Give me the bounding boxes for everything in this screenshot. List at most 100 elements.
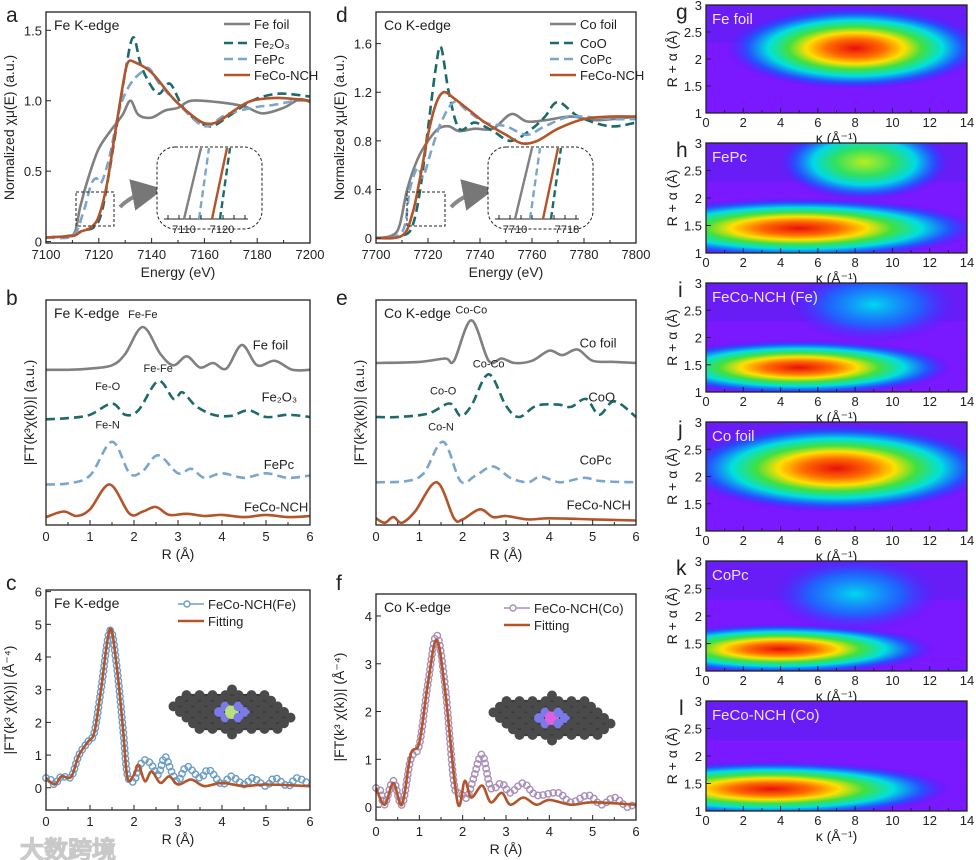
data-point <box>261 782 269 790</box>
x-tick-label: 4 <box>777 255 784 270</box>
carbon-atom <box>194 701 205 712</box>
carbon-atom <box>240 718 250 729</box>
data-point <box>176 774 184 783</box>
legend-label: FePc <box>254 52 285 67</box>
legend: FeCo-NCH(Fe) Fitting <box>178 597 296 629</box>
y-tick-label: 1.0 <box>24 94 42 109</box>
series-label: Fe foil <box>253 338 289 353</box>
series-label: CoPc <box>580 452 612 467</box>
carbon-atom <box>547 701 557 712</box>
carbon-atom <box>521 701 531 712</box>
legend-label: Fitting <box>534 618 569 633</box>
y-tick-label: 2.5 <box>684 582 702 597</box>
x-tick-label: 6 <box>306 529 313 544</box>
legend-item: Fe foil <box>224 17 290 32</box>
y-tick-label: 2 <box>695 470 702 485</box>
heatmap-maximum <box>706 623 935 671</box>
series-co-foil-line <box>375 112 637 240</box>
x-tick-label: 0 <box>372 824 379 839</box>
plot-area <box>706 422 967 531</box>
x-tick-label: 7120 <box>84 247 113 262</box>
y-tick-label: 3 <box>695 694 702 709</box>
y-tick-label: 3 <box>695 415 702 430</box>
carbon-atom <box>527 718 538 729</box>
y-tick-label: 1.5 <box>684 358 702 373</box>
carbon-atom <box>272 723 283 734</box>
series-label: CoO <box>588 389 615 404</box>
x-tick-label: 8 <box>852 115 859 130</box>
x-tick-label: 2 <box>740 813 747 828</box>
carbon-atom <box>259 701 270 712</box>
carbon-atom <box>540 696 551 707</box>
data-point <box>485 780 494 788</box>
legend-item: Fe₂O₃ <box>224 36 290 51</box>
x-tick-label: 10 <box>885 813 899 828</box>
molecule-structure-inset <box>488 690 616 746</box>
carbon-atom <box>227 729 237 740</box>
legend-item: Co foil <box>550 17 617 32</box>
x-tick-label: 12 <box>922 255 936 270</box>
data-point <box>491 783 500 792</box>
x-tick-label: 6 <box>306 814 313 829</box>
y-tick-label: 0.4 <box>354 183 372 198</box>
y-axis-label: R + α (Å) <box>664 31 680 88</box>
carbon-atom <box>181 690 192 701</box>
carbon-atom <box>592 707 603 718</box>
peak-annotation: Fe-O <box>95 381 121 393</box>
y-tick-label: 1.5 <box>684 79 702 94</box>
carbon-atom <box>586 701 596 712</box>
wavelet-heatmap <box>706 283 967 392</box>
panel-letter: b <box>6 287 18 310</box>
carbon-atom <box>227 684 237 695</box>
carbon-atom <box>246 712 257 723</box>
carbon-atom <box>285 712 296 723</box>
carbon-atom <box>259 712 270 723</box>
carbon-atom <box>573 724 583 735</box>
series-co-foil-line <box>375 318 637 365</box>
inset-box <box>156 146 263 230</box>
carbon-atom <box>547 735 557 746</box>
data-point <box>495 780 504 788</box>
x-tick-label: 6 <box>814 115 821 130</box>
x-tick-label: 2 <box>459 824 466 839</box>
panel-letter: l <box>679 697 684 720</box>
x-tick-label: 4 <box>777 813 784 828</box>
panel-letter: f <box>336 572 342 595</box>
series-coo-line <box>375 372 637 419</box>
x-tick-label: 6 <box>632 529 639 544</box>
y-axis-label: R + α (Å) <box>664 588 680 645</box>
data-point <box>518 779 527 788</box>
x-tick-label: 7780 <box>570 247 599 262</box>
carbon-atom <box>599 713 609 723</box>
inset-curve <box>549 147 563 220</box>
data-point <box>467 780 476 788</box>
legend-item: CoO <box>550 36 607 51</box>
plot-area <box>706 143 967 253</box>
carbon-atom <box>201 718 211 729</box>
x-tick-label: 4 <box>546 529 553 544</box>
panel-letter: g <box>676 1 688 24</box>
carbon-atom <box>488 707 499 718</box>
x-tick-label: 4 <box>777 533 784 548</box>
carbon-atom <box>272 701 283 712</box>
y-tick-label: 1 <box>365 752 372 767</box>
carbon-atom <box>534 724 544 735</box>
series-feco-nch-line <box>375 90 637 240</box>
x-tick-label: 0 <box>702 115 709 130</box>
x-tick-label: 4 <box>777 394 784 409</box>
x-tick-label: 12 <box>922 394 936 409</box>
x-tick-label: 0 <box>42 814 49 829</box>
y-tick-label: 3 <box>695 554 702 569</box>
nitrogen-atom <box>233 712 244 723</box>
carbon-atom <box>579 729 590 740</box>
series-fe-foil-line <box>45 97 311 239</box>
y-tick-label: 2.5 <box>684 303 702 318</box>
legend-label: FeCo-NCH(Fe) <box>208 597 296 612</box>
nitrogen-atom <box>560 713 570 723</box>
carbon-atom <box>508 713 518 723</box>
peak-annotation: Co-Co <box>455 305 487 317</box>
y-axis-label: R + α (Å) <box>664 448 680 505</box>
carbon-atom <box>233 723 244 734</box>
carbon-atom <box>514 707 525 718</box>
